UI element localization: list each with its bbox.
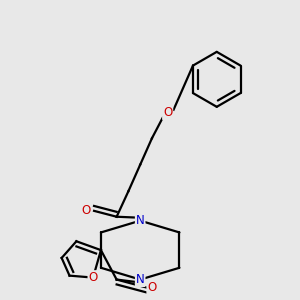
Text: N: N	[136, 214, 145, 227]
Text: O: O	[147, 281, 157, 294]
Text: N: N	[136, 273, 145, 286]
Text: O: O	[82, 204, 91, 218]
Text: O: O	[88, 271, 98, 284]
Text: O: O	[163, 106, 172, 119]
